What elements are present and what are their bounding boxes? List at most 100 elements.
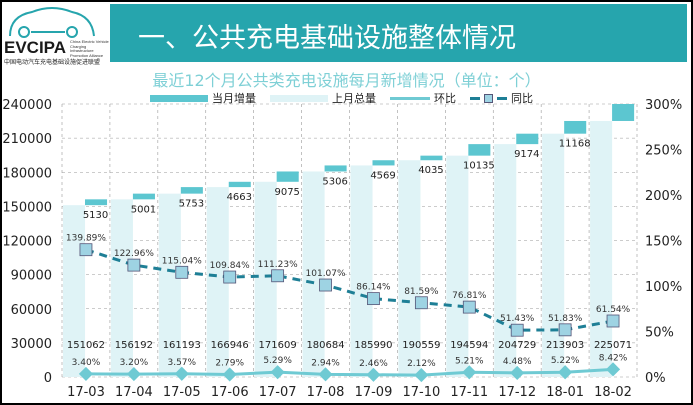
mom-point [78,366,94,381]
mom-point [270,365,285,380]
increment-label: 5753 [179,199,204,210]
increment-label: 4569 [370,170,395,181]
increment-bar [564,120,587,134]
yoy-label: 101.07% [306,269,346,279]
yoy-label: 51.43% [500,314,535,324]
increment-bar [516,133,539,145]
y-right-tick: 100% [645,280,682,295]
increment-label: 10135 [463,161,495,172]
total-bar [350,165,373,377]
yoy-point [462,300,476,314]
increment-bar [228,181,251,188]
total-label: 190559 [402,340,440,351]
increment-bar [180,187,203,194]
x-tick: 17-10 [402,385,440,400]
total-label: 213903 [546,340,584,351]
mom-point [126,367,141,382]
mom-point [510,365,525,380]
x-tick: 17-07 [259,385,297,400]
y-left-tick: 120000 [2,235,52,250]
mom-point [222,367,237,382]
x-tick: 17-08 [307,385,345,400]
yoy-label: 81.59% [404,287,439,297]
mom-point [366,367,381,382]
y-right-tick: 150% [645,235,682,250]
yoy-point [414,296,428,310]
yoy-label: 139.89% [66,234,106,244]
yoy-point [127,258,141,272]
logo-chinese: 中国电动汽车充电基础设施促进联盟 [4,59,101,66]
total-label: 171609 [259,340,297,351]
increment-label: 5001 [131,204,156,215]
total-label: 161193 [163,340,201,351]
increment-bar [372,160,395,166]
x-tick: 17-04 [115,385,153,400]
mom-point [318,367,333,382]
y-left-tick: 150000 [2,200,52,215]
mom-label: 2.94% [311,358,340,368]
mom-point [605,362,621,377]
y-right-tick: 0% [645,371,666,386]
increment-label: 5130 [83,210,108,221]
legend-mom: 环比 [390,92,456,105]
legend-increment: 当月增量 [150,92,256,105]
total-bar [63,205,86,377]
x-tick: 17-11 [450,385,488,400]
mom-label: 5.29% [263,356,292,366]
mom-label: 3.40% [72,358,101,368]
x-tick: 18-01 [546,385,584,400]
total-bar [206,187,229,377]
yoy-point [175,265,189,279]
y-left-tick: 60000 [11,303,52,318]
total-label: 156192 [115,340,153,351]
increment-bar [612,104,635,121]
increment-label: 9174 [514,149,539,160]
mom-label: 3.57% [167,358,196,368]
total-bar [302,171,325,377]
mom-label: 5.22% [551,356,580,366]
mom-label: 4.48% [503,357,532,367]
mom-label: 3.20% [120,358,149,368]
legend-yoy: 同比 [470,92,533,105]
x-tick: 17-06 [211,385,249,400]
mom-label: 8.42% [599,353,628,363]
mom-point [558,365,573,380]
mom-line [85,367,614,377]
yoy-point [223,270,237,284]
yoy-label: 115.04% [162,256,202,266]
total-bar [494,144,517,377]
increment-bar [468,144,491,156]
header-band: 一、公共充电基础设施整体情况 [110,4,687,62]
y-right-tick: 300% [645,98,682,113]
yoy-point [319,278,332,292]
y-left-tick: 180000 [2,166,52,181]
total-label: 151062 [67,340,105,351]
mom-point [462,365,477,380]
total-label: 185990 [354,340,392,351]
increment-label: 9075 [274,187,299,198]
yoy-point [271,269,285,283]
yoy-label: 76.81% [452,291,487,301]
total-bar [542,133,565,377]
legend: 当月增量 上月总量 环比 同比 [150,92,533,105]
total-bar [254,181,277,377]
logo-english: China Electric Vehicle Charging Infrastr… [70,39,109,58]
y-left-tick: 30000 [11,337,52,352]
y-right-tick: 50% [645,326,674,341]
total-bar [590,120,613,377]
increment-label: 4035 [418,165,443,176]
increment-label: 4663 [227,192,252,203]
x-tick: 17-09 [355,385,393,400]
increment-bar [420,155,443,161]
mom-label: 5.21% [455,356,484,366]
evcipa-logo: EVCIPA China Electric Vehicle Charging I… [2,4,109,66]
yoy-point [79,243,93,257]
yoy-point [558,323,572,337]
increment-label: 5306 [322,176,347,187]
logo-text: EVCIPA [4,38,67,57]
y-left-tick: 210000 [2,132,52,147]
mom-point [174,366,189,381]
x-tick: 17-03 [67,385,105,400]
